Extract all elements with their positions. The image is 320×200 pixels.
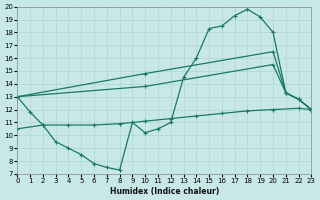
X-axis label: Humidex (Indice chaleur): Humidex (Indice chaleur) (110, 187, 219, 196)
